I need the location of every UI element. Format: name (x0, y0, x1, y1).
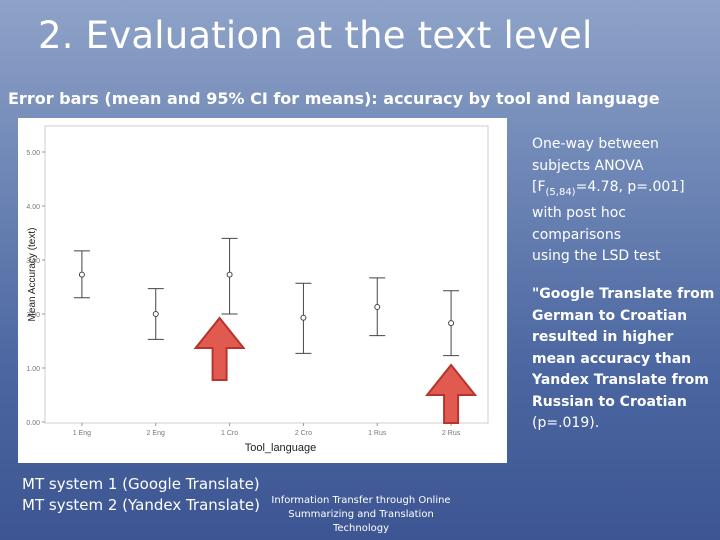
anova-result: One-way between subjects ANOVA [F(5,84)=… (532, 134, 712, 268)
x-tick-label: 1 Cro (221, 430, 238, 437)
y-axis-title: Mean Accuracy (text) (27, 228, 38, 322)
finding-text: "Google Translate from German to Croatia… (532, 284, 720, 435)
anova-f-df: (5,84) (546, 187, 576, 198)
legend-mt-system-2: MT system 2 (Yandex Translate) (22, 495, 260, 516)
footer-text: Information Transfer through Online Summ… (270, 494, 452, 536)
anova-f-statistic: [F(5,84)=4.78, p=.001] (532, 177, 712, 203)
anova-line-6: using the LSD test (532, 246, 712, 268)
mean-point (301, 315, 306, 320)
slide-subtitle: Error bars (mean and 95% CI for means): … (8, 89, 660, 108)
x-tick-label: 1 Eng (73, 430, 91, 437)
mt-system-legend: MT system 1 (Google Translate) MT system… (22, 474, 260, 516)
legend-mt-system-1: MT system 1 (Google Translate) (22, 474, 260, 495)
x-tick-label: 2 Cro (295, 430, 312, 437)
anova-line-4: with post hoc (532, 203, 712, 225)
y-tick-label: 4.00 (26, 204, 40, 211)
x-tick-label: 2 Rus (442, 430, 461, 437)
plot-area (45, 126, 488, 423)
chart-panel: 0.00 1.00 2.00 3.00 4.00 5.00 1 Eng 2 Eng 1 Cro 2… (18, 118, 507, 463)
y-tick-label: 1.00 (26, 366, 40, 373)
anova-line-2: subjects ANOVA (532, 156, 712, 178)
mean-point (227, 272, 232, 277)
x-tick-label: 2 Eng (147, 430, 165, 437)
y-tick-label: 5.00 (26, 150, 40, 157)
mean-point (79, 272, 84, 277)
mean-point (449, 321, 454, 326)
slide-title: 2. Evaluation at the text level (38, 14, 592, 57)
y-tick-label: 0.00 (26, 420, 40, 427)
mean-point (375, 304, 380, 309)
x-tick-label: 1 Rus (368, 430, 387, 437)
anova-line-5: comparisons (532, 225, 712, 247)
anova-f-rest: =4.78, p=.001] (576, 179, 685, 195)
x-axis-title: Tool_language (245, 442, 317, 454)
finding-quote: "Google Translate from German to Croatia… (532, 286, 714, 410)
error-bar-chart: 0.001.002.003.004.005.001 Eng 2 Eng 1 Cro 2… (18, 118, 507, 463)
anova-f-prefix: [F (532, 179, 546, 195)
mean-point (153, 312, 158, 317)
anova-line-1: One-way between (532, 134, 712, 156)
finding-p-value: (p=.019). (532, 415, 599, 431)
